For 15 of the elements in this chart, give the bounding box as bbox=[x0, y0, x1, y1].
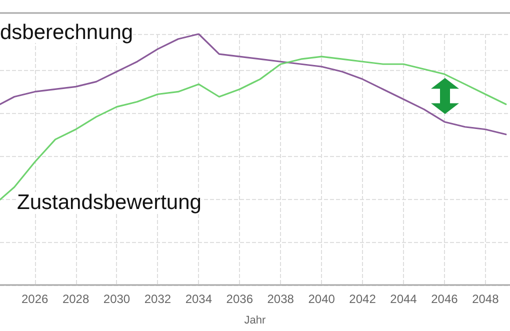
x-tick-label: 2026 bbox=[21, 292, 48, 306]
x-tick-label: 2042 bbox=[349, 292, 376, 306]
x-tick-label: 2046 bbox=[431, 292, 458, 306]
x-tick-label: 2036 bbox=[226, 292, 254, 306]
x-tick-label: 2030 bbox=[103, 292, 130, 306]
x-tick-label: 2034 bbox=[185, 292, 212, 306]
x-axis-title: Jahr bbox=[244, 314, 266, 326]
series-label: Zustandsbewertung bbox=[17, 191, 202, 214]
series-label: dsberechnung bbox=[0, 21, 134, 44]
x-tick-label: 2032 bbox=[144, 292, 172, 306]
x-tick-label: 2038 bbox=[267, 292, 294, 306]
x-tick-label: 2028 bbox=[62, 292, 90, 306]
x-tick-label: 2040 bbox=[308, 292, 336, 306]
x-tick-label: 2044 bbox=[390, 292, 418, 306]
x-tick-label: 2048 bbox=[472, 292, 500, 306]
